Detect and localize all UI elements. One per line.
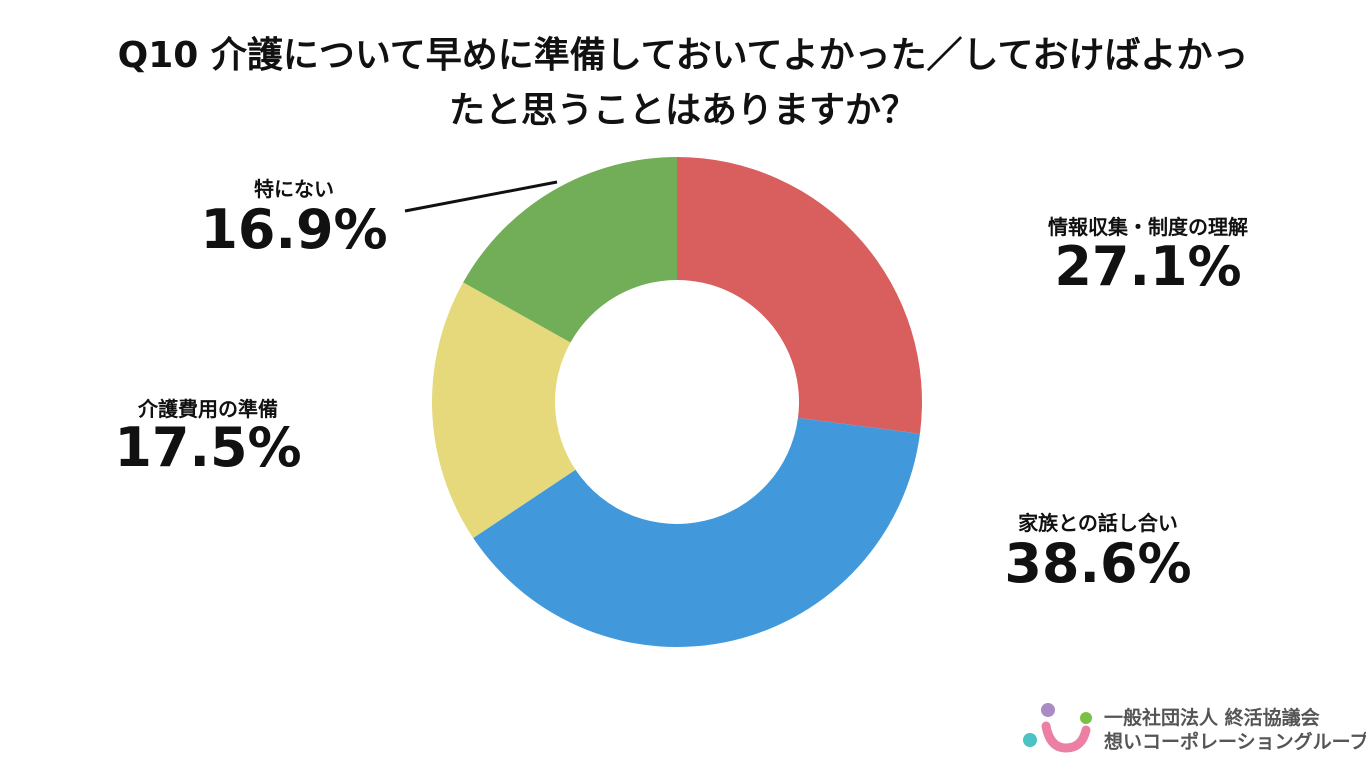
chart-title: Q10 介護について早めに準備しておいてよかった／しておけばよかったと思うことは…	[117, 35, 1249, 131]
logo-dot	[1023, 733, 1037, 747]
logo: 一般社団法人 終活協議会 想いコーポレーショングループ	[1023, 703, 1366, 753]
value-label: 16.9%	[200, 198, 387, 261]
category-label: 介護費用の準備	[137, 397, 278, 421]
category-label: 家族との話し合い	[1018, 511, 1178, 535]
category-label: 情報収集・制度の理解	[1048, 215, 1248, 239]
donut-slice	[473, 417, 920, 648]
logo-dot	[1080, 712, 1092, 724]
donut-slice	[677, 156, 922, 434]
logo-dot	[1041, 703, 1055, 717]
category-label: 特にない	[254, 177, 334, 201]
leader-line	[404, 180, 558, 213]
logo-text: 一般社団法人 終活協議会	[1104, 706, 1320, 729]
logo-smile	[1041, 721, 1091, 753]
value-label: 38.6%	[1004, 532, 1191, 595]
logo-text: 想いコーポレーショングループ	[1104, 730, 1366, 753]
value-label: 17.5%	[114, 416, 301, 479]
donut-slice	[463, 157, 677, 343]
donut-slice	[431, 282, 576, 538]
value-label: 27.1%	[1054, 235, 1241, 298]
